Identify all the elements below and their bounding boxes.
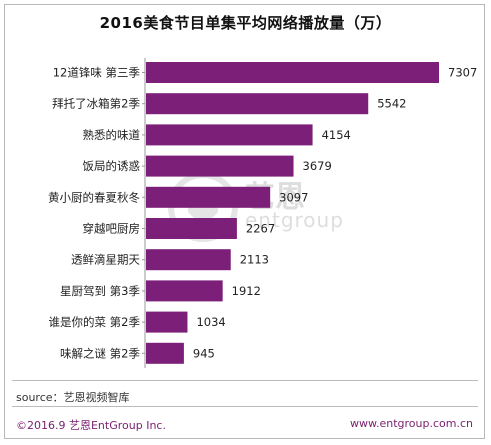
- data-label: 1034: [196, 315, 225, 329]
- category-label: 星厨驾到 第3季: [60, 284, 140, 298]
- category-label: 谁是你的菜 第2季: [49, 315, 141, 329]
- category-label: 饭局的诱惑: [83, 159, 141, 173]
- category-label: 12道锋味 第三季: [53, 66, 141, 80]
- website-link[interactable]: www.entgroup.com.cn: [350, 417, 473, 430]
- category-label: 黄小厨的春夏秋冬: [48, 190, 140, 204]
- bar: [146, 311, 188, 333]
- category-label: 熟悉的味道: [83, 128, 141, 142]
- bar: [146, 342, 184, 364]
- data-label: 4154: [322, 128, 351, 142]
- data-label: 3097: [279, 190, 308, 204]
- bar: [146, 93, 369, 115]
- watermark-logo-en: entgroup: [245, 208, 344, 232]
- data-label: 7307: [448, 66, 477, 80]
- category-label: 味解之谜 第2季: [60, 346, 140, 360]
- bar: [146, 218, 237, 239]
- data-label: 1912: [232, 284, 261, 298]
- data-label: 5542: [377, 97, 406, 111]
- data-label: 2267: [246, 222, 275, 236]
- source-note: source：艺恩视频智库: [16, 391, 130, 404]
- chart-title: 2016美食节目单集平均网络播放量（万）: [99, 14, 392, 32]
- data-label: 3679: [303, 159, 332, 173]
- divider-top: [12, 380, 478, 381]
- category-label: 穿越吧厨房: [83, 222, 141, 236]
- divider-bottom: [12, 406, 478, 407]
- category-label: 拜托了冰箱第2季: [52, 97, 140, 111]
- category-label: 透鲜滴星期天: [71, 253, 140, 267]
- data-label: 2113: [240, 253, 269, 267]
- chart-frame: [4, 4, 485, 439]
- bar: [146, 249, 231, 271]
- data-label: 945: [193, 346, 215, 360]
- bar: [146, 186, 271, 208]
- copyright-text: ©2016.9 艺恩EntGroup Inc.: [16, 419, 166, 432]
- bar: [146, 280, 223, 302]
- bar: [146, 155, 294, 177]
- bar: [146, 124, 313, 146]
- bar: [146, 62, 439, 83]
